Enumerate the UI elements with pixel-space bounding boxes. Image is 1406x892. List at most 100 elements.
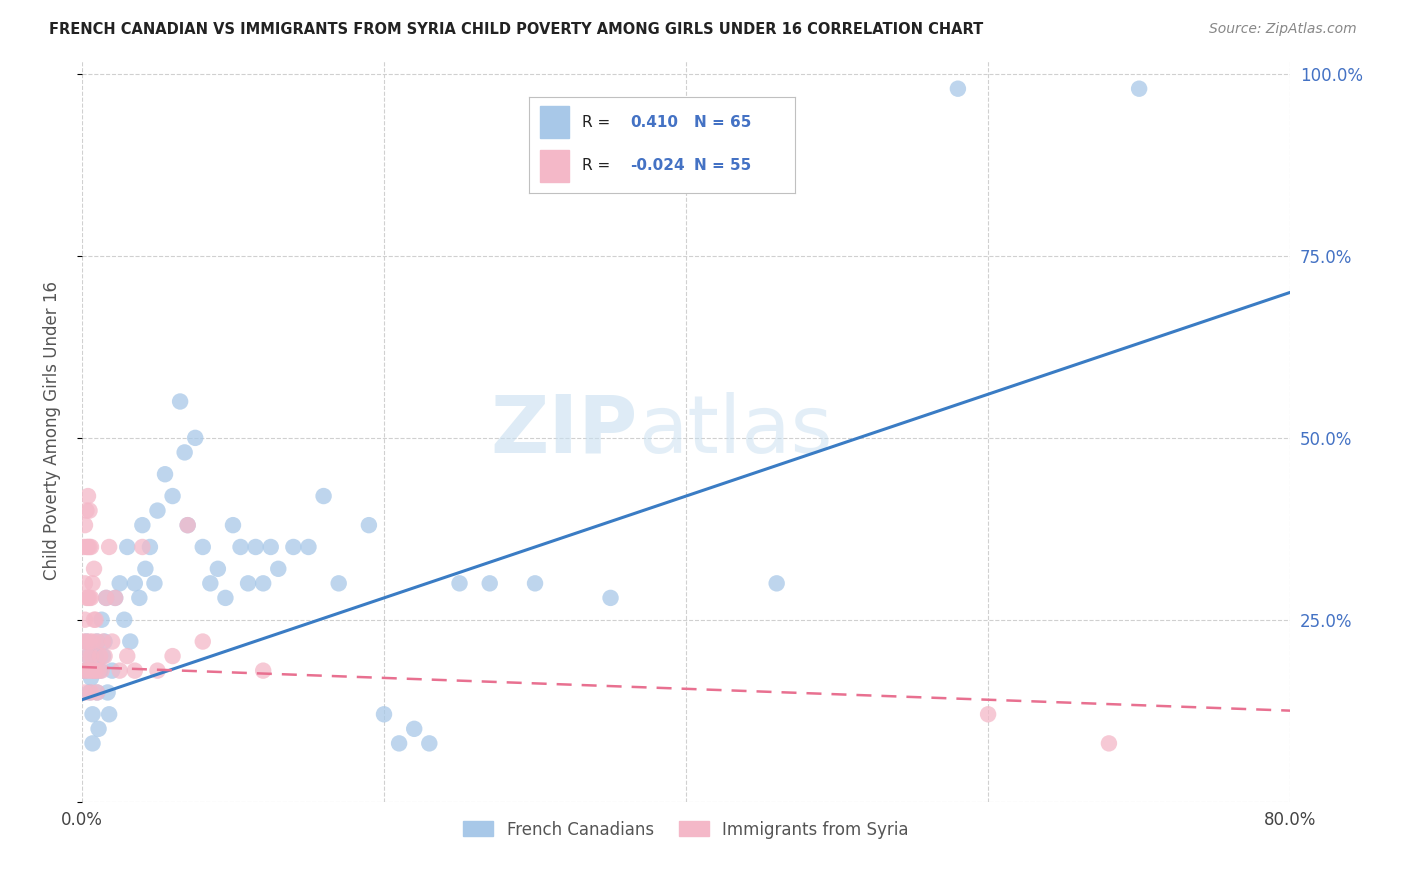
- Text: atlas: atlas: [638, 392, 832, 469]
- Point: [73, 576, 96, 591]
- Point: [104, 591, 127, 605]
- Point: [146, 503, 169, 517]
- Point: [191, 540, 214, 554]
- Point: [93, 649, 115, 664]
- Point: [108, 576, 131, 591]
- Point: [388, 736, 411, 750]
- Point: [80, 685, 103, 699]
- Point: [80, 540, 103, 554]
- Point: [83, 664, 105, 678]
- Point: [117, 649, 139, 664]
- Point: [524, 576, 547, 591]
- Point: [82, 664, 104, 678]
- Point: [72, 664, 94, 678]
- Point: [139, 540, 162, 554]
- Point: [245, 540, 267, 554]
- Point: [77, 540, 100, 554]
- Point: [131, 540, 153, 554]
- Point: [79, 540, 101, 554]
- Point: [82, 707, 104, 722]
- Point: [84, 649, 107, 664]
- Point: [260, 540, 283, 554]
- Point: [1098, 736, 1121, 750]
- Point: [91, 634, 114, 648]
- Point: [184, 431, 207, 445]
- Text: FRENCH CANADIAN VS IMMIGRANTS FROM SYRIA CHILD POVERTY AMONG GIRLS UNDER 16 CORR: FRENCH CANADIAN VS IMMIGRANTS FROM SYRIA…: [49, 22, 983, 37]
- Point: [98, 540, 121, 554]
- Point: [162, 489, 184, 503]
- Point: [222, 518, 245, 533]
- Point: [134, 562, 156, 576]
- Point: [191, 634, 214, 648]
- Point: [169, 394, 191, 409]
- Point: [200, 576, 222, 591]
- Point: [77, 489, 100, 503]
- Point: [90, 664, 112, 678]
- Point: [112, 613, 135, 627]
- Point: [173, 445, 195, 459]
- Point: [73, 613, 96, 627]
- Point: [328, 576, 350, 591]
- Point: [1128, 81, 1150, 95]
- Point: [236, 576, 259, 591]
- Point: [82, 576, 104, 591]
- Point: [90, 613, 112, 627]
- Point: [252, 576, 274, 591]
- Point: [89, 664, 111, 678]
- Point: [977, 707, 1000, 722]
- Point: [124, 576, 146, 591]
- Point: [176, 518, 198, 533]
- Point: [120, 634, 142, 648]
- Point: [98, 707, 121, 722]
- Point: [73, 685, 96, 699]
- Point: [77, 649, 100, 664]
- Point: [76, 664, 98, 678]
- Point: [297, 540, 319, 554]
- Point: [82, 736, 104, 750]
- Point: [72, 540, 94, 554]
- Point: [207, 562, 229, 576]
- Point: [77, 591, 100, 605]
- Point: [128, 591, 150, 605]
- Point: [117, 540, 139, 554]
- Point: [449, 576, 471, 591]
- Point: [94, 591, 117, 605]
- Point: [214, 591, 236, 605]
- Point: [283, 540, 305, 554]
- Point: [80, 671, 103, 685]
- Point: [79, 591, 101, 605]
- Point: [89, 649, 111, 664]
- Point: [946, 81, 969, 95]
- Text: ZIP: ZIP: [491, 392, 638, 469]
- Point: [86, 634, 108, 648]
- Y-axis label: Child Poverty Among Girls Under 16: Child Poverty Among Girls Under 16: [44, 281, 60, 580]
- Point: [373, 707, 395, 722]
- Point: [83, 613, 105, 627]
- Point: [599, 591, 621, 605]
- Point: [108, 664, 131, 678]
- Point: [76, 634, 98, 648]
- Point: [87, 722, 110, 736]
- Point: [76, 540, 98, 554]
- Point: [86, 634, 108, 648]
- Point: [418, 736, 440, 750]
- Point: [76, 591, 98, 605]
- Point: [101, 634, 124, 648]
- Point: [80, 591, 103, 605]
- Point: [131, 518, 153, 533]
- Point: [77, 649, 100, 664]
- Point: [73, 518, 96, 533]
- Point: [76, 503, 98, 517]
- Point: [94, 591, 117, 605]
- Point: [83, 562, 105, 576]
- Point: [404, 722, 426, 736]
- Point: [312, 489, 335, 503]
- Point: [97, 685, 120, 699]
- Point: [267, 562, 290, 576]
- Point: [478, 576, 501, 591]
- Point: [76, 634, 98, 648]
- Point: [124, 664, 146, 678]
- Point: [765, 576, 787, 591]
- Point: [87, 664, 110, 678]
- Point: [84, 613, 107, 627]
